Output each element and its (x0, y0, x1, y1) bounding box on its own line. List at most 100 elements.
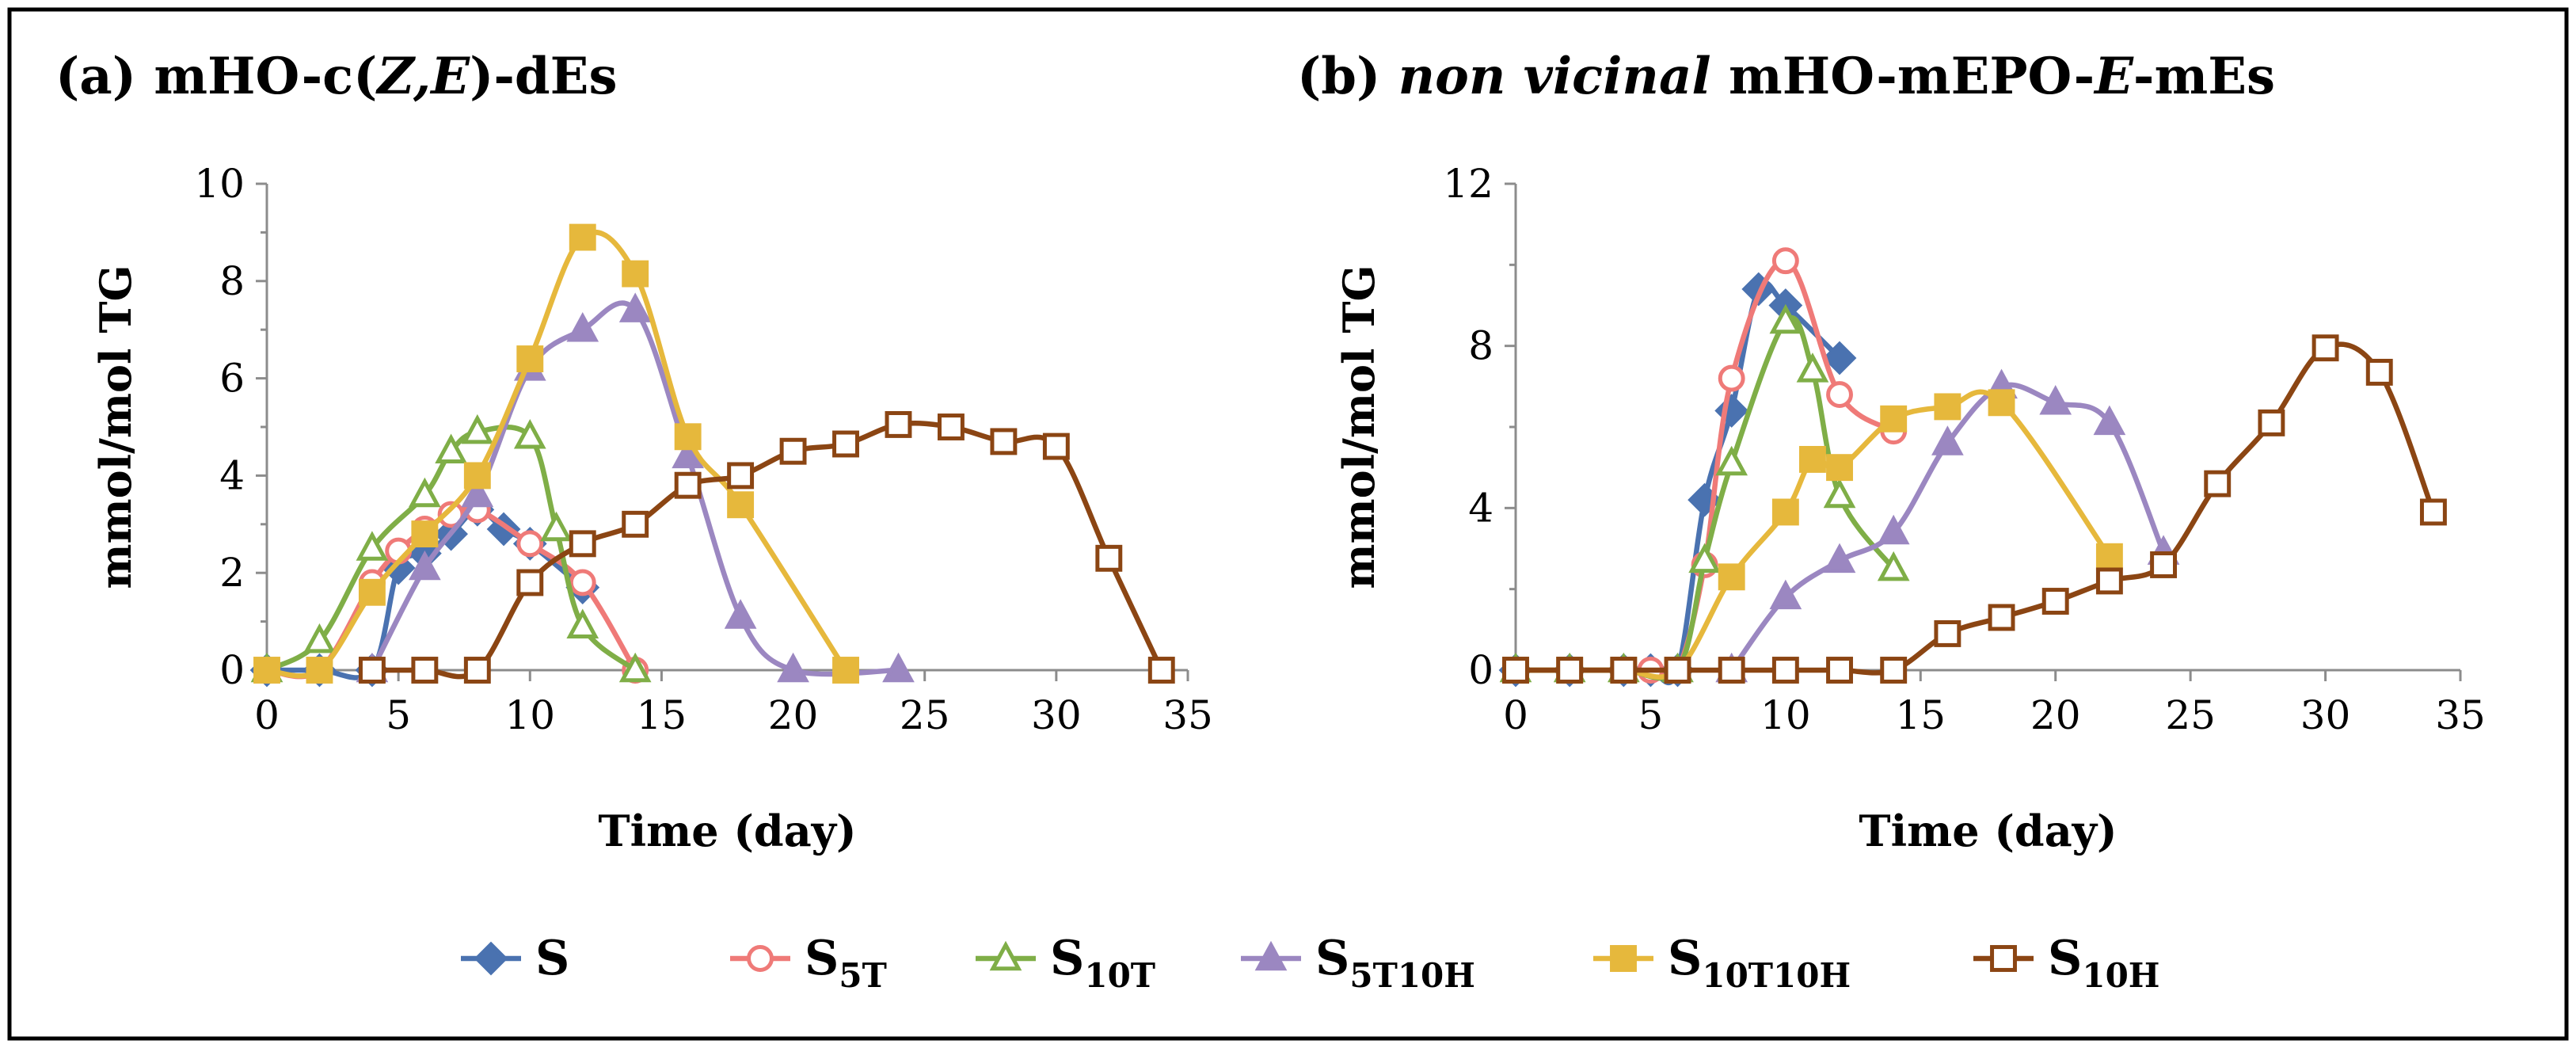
data-point-s10h (1880, 657, 1908, 684)
x-tick-label: 5 (386, 692, 411, 738)
y-axis-label: mmol/mol TG (1334, 265, 1384, 589)
legend-marker-s5t (747, 945, 774, 972)
data-point-s10t10h (1988, 389, 2015, 417)
legend-label-main: S (805, 931, 839, 986)
chart-title-part: (a) mHO-c( (55, 47, 377, 106)
x-tick-label: 20 (2030, 692, 2081, 738)
data-point-s10h (2095, 567, 2123, 595)
data-point-s10h (463, 657, 491, 684)
legend-label: S10T (1050, 931, 1155, 995)
data-point-s10h (1095, 544, 1123, 572)
data-point-s10t10h (411, 520, 439, 548)
legend-label-sub: 5T10H (1349, 956, 1475, 995)
data-point-s10t10h (253, 657, 280, 684)
data-point-s10t10h (2095, 543, 2123, 570)
data-point-s10h (516, 569, 544, 596)
y-tick-label: 6 (219, 356, 245, 402)
data-point-s5t10h (882, 652, 915, 683)
legend-label-main: S (535, 931, 569, 986)
x-tick-label: 30 (1031, 692, 1082, 738)
chart-title-part: mHO-mEPO- (1711, 47, 2095, 106)
legend-item-s5t: S5T (730, 931, 887, 995)
data-point-s10t10h (358, 578, 386, 606)
legend-label-main: S (1668, 931, 1702, 986)
chart-panel-a: (a) mHO-c(Z,E)-dEs 0 2 4 6 8 10 0 5 10 15 20 25 30 35 T… (55, 47, 1213, 856)
legend-label: S10T10H (1668, 931, 1851, 995)
data-point-s5t (1771, 247, 1799, 275)
x-tick-label: 0 (254, 692, 280, 738)
data-point-s10t10h (1880, 405, 1908, 433)
data-point-s5t10h (566, 311, 599, 342)
legend-item-s10t10h: S10T10H (1593, 931, 1851, 995)
legend-marker-s (474, 941, 508, 976)
data-point-s5t10h (1823, 543, 1856, 574)
data-point-s (1822, 341, 1857, 375)
legend-item-s10t: S10T (976, 931, 1155, 995)
data-point-s10h (2204, 470, 2232, 497)
data-point-s5t10h (618, 292, 652, 322)
x-tick-label: 35 (1162, 692, 1213, 738)
data-point-s10t (1823, 478, 1856, 509)
data-point-s10h (358, 657, 386, 684)
data-point-s10h (622, 510, 649, 538)
x-tick-label: 10 (1760, 692, 1811, 738)
data-point-s10h (2041, 588, 2069, 615)
x-axis-label: Time (day) (1859, 806, 2117, 856)
data-point-s10h (674, 471, 702, 499)
data-point-s10h (2150, 551, 2178, 578)
x-tick-label: 30 (2300, 692, 2351, 738)
data-point-s10h (1664, 657, 1691, 684)
data-point-s10t10h (674, 423, 702, 451)
legend-label-main: S (1050, 931, 1084, 986)
x-tick-label: 10 (504, 692, 555, 738)
data-point-s10t10h (306, 657, 333, 684)
y-tick-label: 4 (1468, 485, 1493, 531)
series-s10t10h (253, 223, 859, 684)
data-point-s10t10h (1718, 563, 1745, 591)
y-tick-label: 2 (219, 550, 245, 596)
x-tick-label: 0 (1503, 692, 1528, 738)
data-point-s5t (516, 530, 544, 558)
x-tick-label: 20 (768, 692, 819, 738)
data-point-s10h (2312, 334, 2339, 362)
data-point-s10h (1771, 657, 1799, 684)
data-point-s10h (2365, 358, 2393, 386)
y-tick-label: 0 (1468, 647, 1493, 693)
data-point-s10t10h (1798, 445, 1826, 473)
chart-panel-b: (b) non vicinal mHO-mEPO-E-mEs 0 4 8 12 0 5 10 1… (1297, 47, 2486, 856)
x-tick-label: 25 (2165, 692, 2216, 738)
chart-title: (a) mHO-c(Z,E)-dEs (55, 47, 617, 106)
data-point-s10h (937, 413, 965, 440)
data-point-s5t10h (672, 438, 705, 469)
data-point-s5t10h (1769, 579, 1802, 610)
data-point-s5t10h (777, 652, 809, 683)
data-point-s10t10h (1826, 454, 1853, 482)
data-point-s10t10h (1934, 393, 1961, 421)
chart-title: (b) non vicinal mHO-mEPO-E-mEs (1297, 47, 2275, 106)
chart-title-part: )-dEs (470, 47, 617, 106)
x-tick-label: 35 (2435, 692, 2486, 738)
data-point-s5t10h (2093, 405, 2126, 436)
data-point-s10t (1769, 303, 1802, 334)
data-point-s5t10h (2039, 385, 2072, 415)
legend-label-sub: 5T (839, 956, 886, 995)
legend-item-s10h: S10H (1973, 931, 2159, 995)
data-point-s10h (1556, 657, 1584, 684)
data-point-s10h (569, 530, 596, 558)
data-point-s10t (618, 652, 652, 683)
x-tick-label: 25 (900, 692, 950, 738)
data-point-s10h (832, 430, 859, 458)
legend-marker-s10h (1990, 945, 2017, 972)
legend-marker-s10t (989, 940, 1022, 971)
data-point-s10h (2258, 409, 2285, 436)
legend-label: S (535, 931, 569, 986)
legend-label-sub: 10T10H (1702, 956, 1851, 995)
legend-item-s: S (461, 931, 569, 986)
data-point-s5t10h (1931, 425, 1964, 455)
legend-marker-s5t10h (1254, 940, 1288, 971)
series-s5t10h (1715, 368, 2180, 683)
data-point-s10t10h (727, 491, 755, 519)
data-point-s10t10h (622, 260, 649, 288)
data-point-s10t10h (832, 657, 859, 684)
